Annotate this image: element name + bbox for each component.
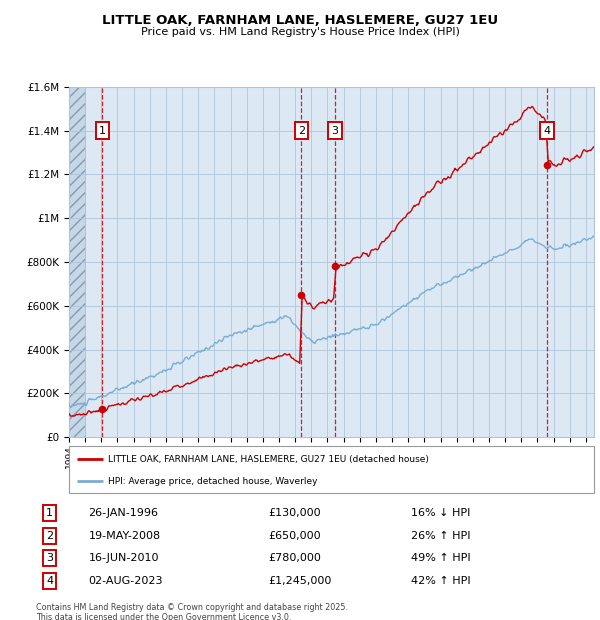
Text: 49% ↑ HPI: 49% ↑ HPI	[412, 553, 471, 563]
Text: £130,000: £130,000	[268, 508, 320, 518]
FancyBboxPatch shape	[69, 446, 594, 493]
Text: HPI: Average price, detached house, Waverley: HPI: Average price, detached house, Wave…	[109, 477, 318, 486]
Text: 4: 4	[46, 576, 53, 586]
Text: 42% ↑ HPI: 42% ↑ HPI	[412, 576, 471, 586]
Text: Contains HM Land Registry data © Crown copyright and database right 2025.
This d: Contains HM Land Registry data © Crown c…	[36, 603, 348, 620]
Text: 3: 3	[46, 553, 53, 563]
Text: 1: 1	[99, 126, 106, 136]
Text: 16-JUN-2010: 16-JUN-2010	[88, 553, 159, 563]
Text: 26% ↑ HPI: 26% ↑ HPI	[412, 531, 471, 541]
Text: 4: 4	[543, 126, 550, 136]
Text: 2: 2	[298, 126, 305, 136]
Text: Price paid vs. HM Land Registry's House Price Index (HPI): Price paid vs. HM Land Registry's House …	[140, 27, 460, 37]
Text: 02-AUG-2023: 02-AUG-2023	[88, 576, 163, 586]
Bar	[69, 87, 85, 437]
Text: 26-JAN-1996: 26-JAN-1996	[88, 508, 158, 518]
Text: £780,000: £780,000	[268, 553, 321, 563]
Text: £650,000: £650,000	[268, 531, 320, 541]
Text: 1: 1	[46, 508, 53, 518]
Text: 3: 3	[331, 126, 338, 136]
Text: 19-MAY-2008: 19-MAY-2008	[88, 531, 161, 541]
Text: LITTLE OAK, FARNHAM LANE, HASLEMERE, GU27 1EU: LITTLE OAK, FARNHAM LANE, HASLEMERE, GU2…	[102, 14, 498, 27]
Text: £1,245,000: £1,245,000	[268, 576, 331, 586]
Text: 2: 2	[46, 531, 53, 541]
Text: LITTLE OAK, FARNHAM LANE, HASLEMERE, GU27 1EU (detached house): LITTLE OAK, FARNHAM LANE, HASLEMERE, GU2…	[109, 455, 429, 464]
Text: 16% ↓ HPI: 16% ↓ HPI	[412, 508, 471, 518]
